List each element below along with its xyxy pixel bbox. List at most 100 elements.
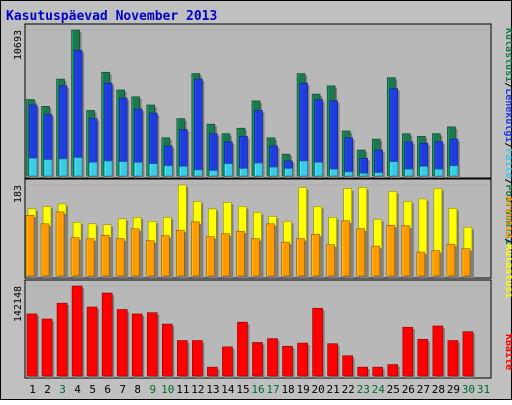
bar-faile-18 xyxy=(284,168,295,178)
bar-face xyxy=(73,157,83,177)
x-tick-label: 21 xyxy=(327,383,340,396)
bar-face xyxy=(404,168,414,177)
bar-arvutid-2 xyxy=(40,223,52,278)
bar-faile-23 xyxy=(359,172,370,178)
bar-face xyxy=(374,172,384,177)
x-tick-label: 20 xyxy=(312,383,325,396)
bar-face xyxy=(281,241,290,277)
legend-entry: KBaite xyxy=(503,334,512,370)
y-axis-max-label: 10693 xyxy=(13,30,24,60)
x-tick-label: 29 xyxy=(447,383,460,396)
bar-arvutid-30 xyxy=(461,248,472,278)
bar-kbaite-1 xyxy=(26,313,39,378)
bar-arvutid-13 xyxy=(206,236,217,278)
bar-face xyxy=(296,238,305,277)
bar-arvutid-20 xyxy=(311,233,322,278)
x-tick-label: 4 xyxy=(74,383,81,396)
bar-face xyxy=(239,168,248,177)
bar-face xyxy=(314,162,323,177)
legend-top: Külastusi/Lehekülgi/Faile/Pöördumisi xyxy=(503,28,512,245)
bar-faile-3 xyxy=(58,158,70,178)
bar-face xyxy=(116,309,128,377)
bar-faile-10 xyxy=(163,165,175,178)
x-tick-label: 12 xyxy=(191,383,204,396)
legend-entry: / xyxy=(503,82,512,88)
x-tick-label: 9 xyxy=(149,383,156,396)
bar-face xyxy=(28,157,38,177)
legend-middle: Arvutid/Külastusi xyxy=(503,196,512,298)
bar-kbaite-9 xyxy=(146,312,160,378)
bar-kbaite-30 xyxy=(462,331,475,378)
x-tick-label: 2 xyxy=(44,383,51,396)
bar-arvutid-26 xyxy=(401,225,412,278)
bar-face xyxy=(71,285,83,377)
bar-faile-22 xyxy=(344,171,355,178)
bar-face xyxy=(297,342,308,377)
bar-arvutid-4 xyxy=(70,237,82,278)
bar-face xyxy=(103,160,113,177)
x-tick-label: 19 xyxy=(296,383,309,396)
x-tick-label: 30 xyxy=(462,383,475,396)
bar-kbaite-10 xyxy=(161,323,175,378)
bar-arvutid-12 xyxy=(191,221,202,278)
bar-kbaite-4 xyxy=(71,285,85,378)
bar-arvutid-14 xyxy=(221,233,232,278)
bar-face xyxy=(192,340,203,377)
bar-arvutid-23 xyxy=(356,228,367,278)
bar-kbaite-22 xyxy=(342,355,355,378)
bar-face xyxy=(416,251,426,277)
bar-face xyxy=(431,250,441,277)
x-tick-label: 22 xyxy=(342,383,355,396)
bar-face xyxy=(133,162,143,177)
bar-kbaite-16 xyxy=(252,342,265,378)
bar-face xyxy=(209,170,218,177)
bar-faile-27 xyxy=(419,166,430,178)
bar-face xyxy=(252,342,263,377)
bar-face xyxy=(371,245,381,277)
y-axis-max-label: 183 xyxy=(13,185,24,203)
legend-entry: Külastusi xyxy=(503,28,512,82)
bar-faile-16 xyxy=(254,162,265,178)
bar-face xyxy=(432,325,444,377)
x-tick-label: 18 xyxy=(281,383,294,396)
x-tick-label: 10 xyxy=(161,383,174,396)
bar-arvutid-8 xyxy=(130,228,142,278)
bar-faile-15 xyxy=(239,168,250,178)
legend-entry: / xyxy=(503,142,512,148)
bar-face xyxy=(269,166,278,177)
bar-face xyxy=(326,244,335,277)
bar-face xyxy=(341,220,350,277)
bar-kbaite-20 xyxy=(312,307,325,378)
bar-face xyxy=(146,312,158,377)
bar-kbaite-7 xyxy=(116,309,130,378)
bar-face xyxy=(267,338,278,377)
bar-faile-29 xyxy=(449,165,460,178)
x-tick-label: 8 xyxy=(134,383,141,396)
bar-face xyxy=(344,171,353,177)
bar-face xyxy=(299,160,308,177)
bar-arvutid-28 xyxy=(431,250,442,278)
bar-kbaite-27 xyxy=(417,338,430,378)
bar-face xyxy=(447,340,459,377)
bar-arvutid-16 xyxy=(251,238,262,278)
bar-face xyxy=(70,237,80,277)
bar-faile-26 xyxy=(404,168,415,178)
bar-faile-4 xyxy=(73,157,85,178)
bar-face xyxy=(329,168,338,177)
x-axis-labels: 1 2 3 4 5 6 7 8 9 10 11 12 13 14 15 16 17 18 19 20 21 22 23 24 2… xyxy=(29,383,490,396)
bar-shadow xyxy=(361,175,370,178)
panel-1: 10693 xyxy=(13,23,492,179)
bar-face xyxy=(236,230,245,277)
x-tick-label: 16 xyxy=(251,383,264,396)
bar-face xyxy=(359,172,369,177)
bar-faile-19 xyxy=(299,160,310,178)
bar-arvutid-25 xyxy=(386,224,397,278)
bar-kbaite-25 xyxy=(387,364,400,378)
legend-entry: Faile xyxy=(503,148,512,178)
bar-kbaite-23 xyxy=(357,366,370,378)
bar-faile-1 xyxy=(28,157,39,178)
bar-faile-2 xyxy=(43,159,55,178)
x-tick-label: 23 xyxy=(357,383,370,396)
legend-entry: Arvutid xyxy=(503,196,512,238)
bar-face xyxy=(43,159,53,177)
